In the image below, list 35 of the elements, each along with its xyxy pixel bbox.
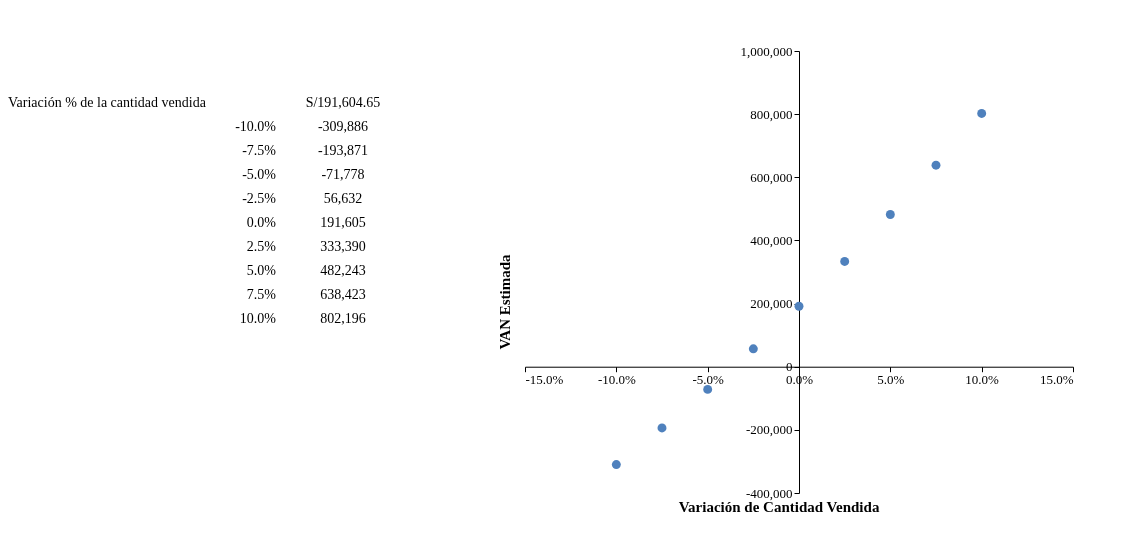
y-axis-title: VAN Estimada	[497, 253, 513, 350]
text: 10.0%	[239, 311, 277, 326]
text: 2.5%	[246, 239, 277, 254]
x-tick-label: -10.0%	[597, 372, 636, 388]
text: -10.0%	[235, 119, 277, 134]
text: 333,390	[320, 239, 366, 254]
x-tick-label: -15.0%	[525, 372, 564, 388]
x-tick-label: 15.0%	[1039, 372, 1074, 388]
y-tick-label: 600,000	[750, 169, 793, 185]
text: 482,243	[320, 263, 366, 278]
text: 5.0%	[246, 263, 277, 278]
x-tick-label: 5.0%	[877, 372, 905, 388]
x-axis-title: Variación de Cantidad Vendida	[678, 499, 880, 515]
text: 638,423	[320, 287, 366, 302]
y-tick-label: -400,000	[745, 485, 793, 501]
text: -309,886	[317, 119, 369, 134]
text: S/191,604.65	[305, 95, 381, 110]
y-tick-label: 1,000,000	[740, 43, 793, 59]
text: 7.5%	[246, 287, 277, 302]
x-tick-label: 10.0%	[965, 372, 1000, 388]
text: -193,871	[317, 143, 369, 158]
text: -5.0%	[242, 167, 277, 182]
y-tick-label: 200,000	[750, 296, 793, 312]
y-tick-label: 400,000	[750, 232, 793, 248]
text: 0.0%	[246, 215, 277, 230]
y-tick-label: 800,000	[750, 106, 793, 122]
text: 191,605	[320, 215, 366, 230]
text: -2.5%	[242, 191, 277, 206]
text: Variación % de la cantidad vendida	[8, 95, 207, 110]
text: -71,778	[321, 167, 365, 182]
x-tick-label: -5.0%	[692, 372, 725, 388]
y-tick-label: -200,000	[745, 422, 793, 438]
text: 56,632	[323, 191, 363, 206]
text: 802,196	[320, 311, 366, 326]
text: -7.5%	[242, 143, 277, 158]
